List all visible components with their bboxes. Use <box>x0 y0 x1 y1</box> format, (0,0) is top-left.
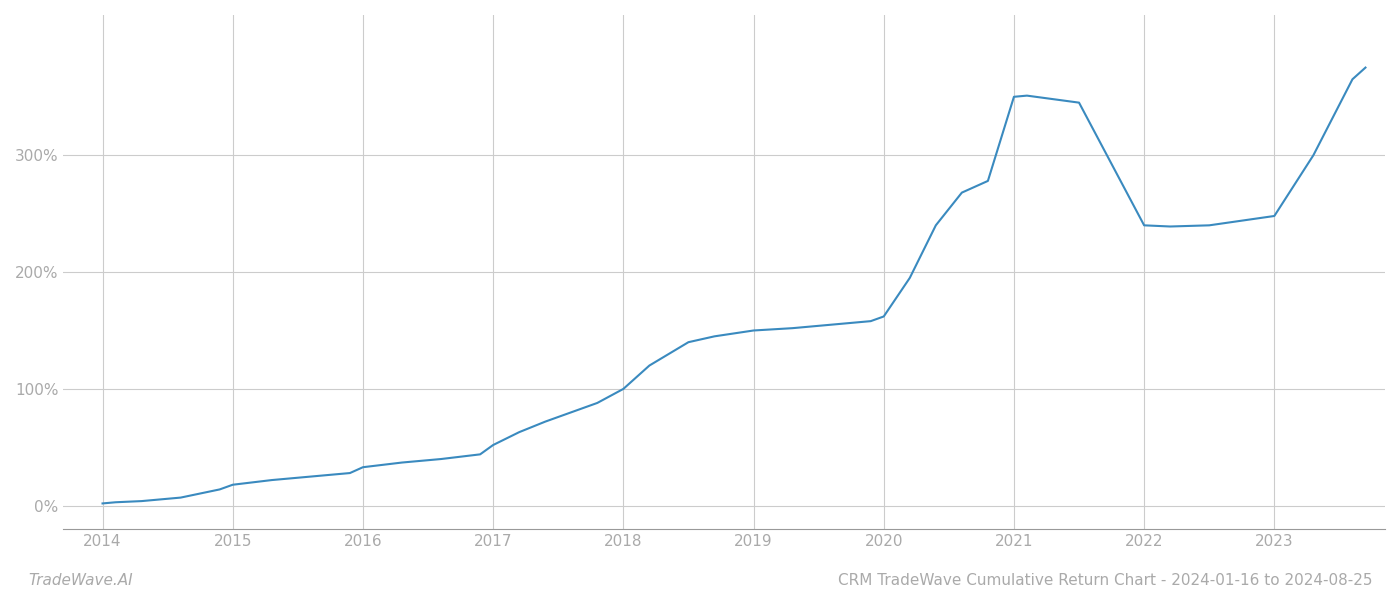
Text: TradeWave.AI: TradeWave.AI <box>28 573 133 588</box>
Text: CRM TradeWave Cumulative Return Chart - 2024-01-16 to 2024-08-25: CRM TradeWave Cumulative Return Chart - … <box>837 573 1372 588</box>
